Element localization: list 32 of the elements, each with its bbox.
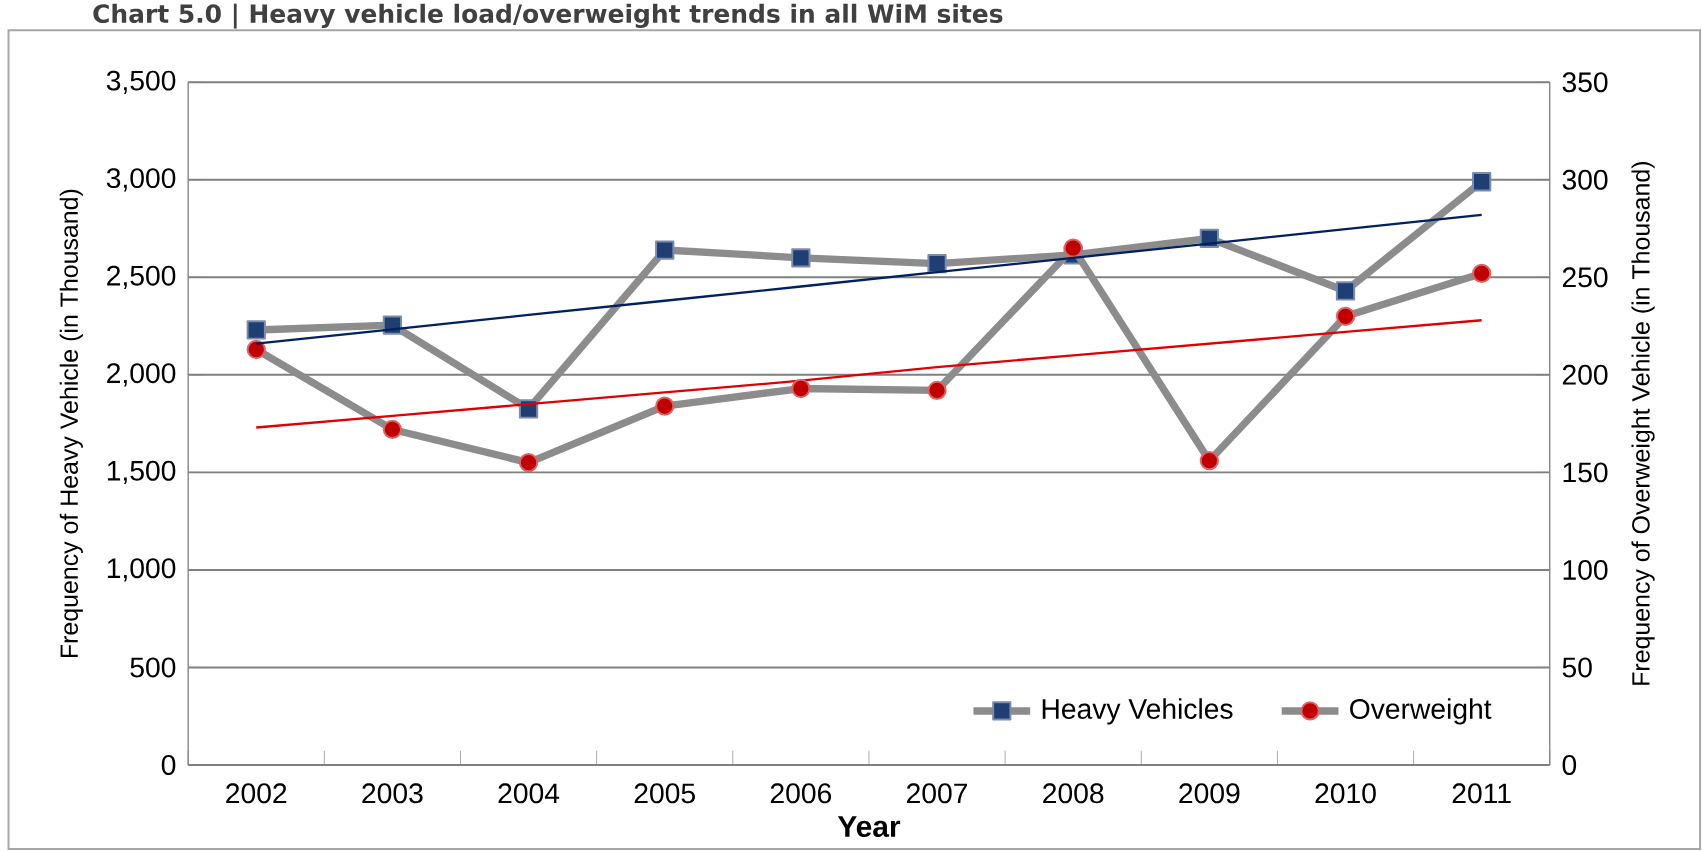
y2-tick-label: 150 <box>1563 462 1608 483</box>
y2-tick-label: 250 <box>1562 267 1608 288</box>
y-tick-label: 1,500 <box>107 460 176 485</box>
x-tick-label: 2007 <box>907 783 968 804</box>
y-axis-title: Frequency of Heavy Vehicle (in Thousand) <box>59 189 83 658</box>
y-tick-label: 1,000 <box>107 558 176 582</box>
x-tick-label: 2006 <box>770 783 832 804</box>
x-tick-label: 2005 <box>634 783 695 804</box>
x-axis-title: Year <box>837 816 901 838</box>
x-tick-label: 2010 <box>1315 783 1376 804</box>
x-tick-label: 2003 <box>362 783 423 804</box>
y-tick-label: 2,500 <box>107 265 176 289</box>
y-tick-label: 0 <box>161 754 176 775</box>
y-tick-label: 3,000 <box>106 168 176 192</box>
x-tick-label: 2002 <box>226 783 287 804</box>
x-tick-label: 2009 <box>1179 783 1240 804</box>
y2-tick-label: 50 <box>1562 657 1592 678</box>
x-tick-label: 2011 <box>1452 783 1511 804</box>
y-tick-label: 3,500 <box>106 70 176 94</box>
y2-tick-label: 0 <box>1562 754 1577 775</box>
legend-label: Heavy Vehicles <box>1042 698 1233 725</box>
y-tick-label: 500 <box>130 657 176 678</box>
y2-tick-label: 200 <box>1562 364 1608 385</box>
y2-tick-label: 350 <box>1562 72 1608 93</box>
x-tick-label: 2004 <box>498 783 560 804</box>
chart-title: Chart 5.0 | Heavy vehicle load/overweight trends in all WiM sites <box>93 3 1003 29</box>
y2-tick-label: 300 <box>1562 169 1608 190</box>
y2-tick-label: 100 <box>1563 559 1608 580</box>
y2-axis-title: Frequency of Overweight Vehicle (in Thousand) <box>1631 161 1655 685</box>
y-tick-label: 2,000 <box>107 363 176 387</box>
legend-label: Overweight <box>1350 698 1492 725</box>
x-tick-label: 2008 <box>1043 783 1104 804</box>
